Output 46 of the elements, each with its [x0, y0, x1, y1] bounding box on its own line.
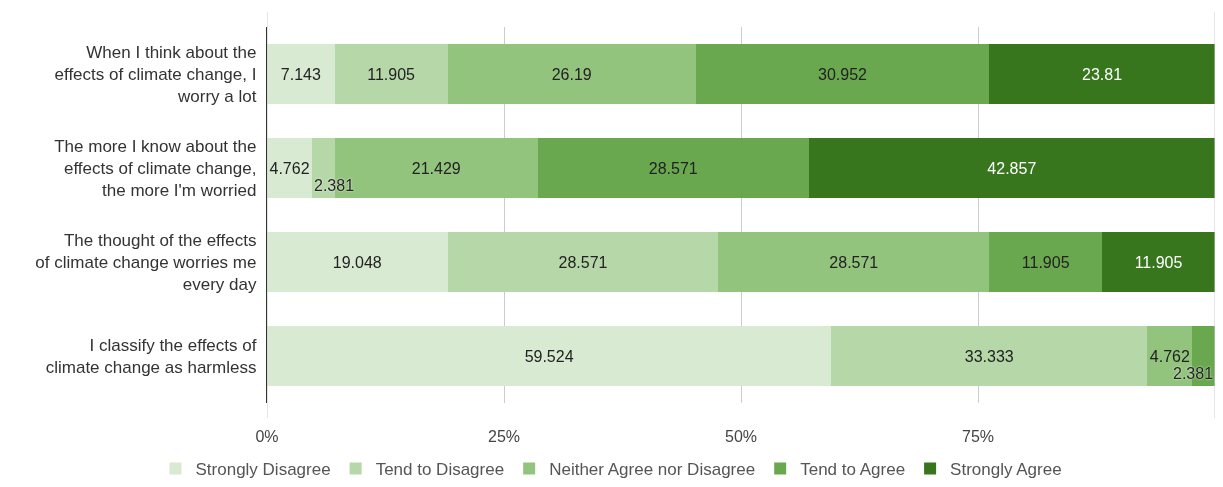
bar: [267, 325, 832, 387]
x-tick-label: 75%: [961, 428, 995, 445]
y-tick-label: The more I know about the effects of climate change, the more I'm worried: [54, 136, 257, 201]
data-label: 2.381: [314, 177, 355, 194]
bar: [831, 325, 1148, 387]
x-tick-label: 50%: [724, 428, 758, 445]
data-label: 4.762: [269, 159, 310, 177]
bar: [267, 231, 448, 293]
data-label: 28.571: [558, 253, 608, 271]
bar: [267, 43, 335, 105]
data-label: 2.381: [1173, 365, 1214, 382]
data-label: 19.048: [332, 253, 382, 271]
bar: [537, 137, 809, 199]
data-label: 26.19: [551, 65, 592, 83]
bar: [695, 43, 990, 105]
legend-label: Strongly Agree: [950, 460, 1062, 480]
x-tick-label: 0%: [255, 428, 279, 445]
bar: [808, 137, 1215, 199]
legend-label: Tend to Agree: [800, 460, 906, 480]
data-label: 59.524: [524, 347, 574, 365]
bar: [447, 43, 696, 105]
bar: [1102, 231, 1215, 293]
data-label: 33.333: [964, 347, 1014, 365]
y-tick-label: I classify the effects of climate change as harmless: [45, 335, 257, 377]
bar: [989, 43, 1215, 105]
y-tick-label: The thought of the effects of climate change worries me every day: [35, 230, 257, 295]
x-tick-label: 25%: [487, 428, 521, 445]
data-label: 11.905: [367, 65, 416, 83]
legend-label: Neither Agree nor Disagree: [549, 460, 756, 480]
bar: [989, 231, 1103, 293]
data-label: 4.762: [1149, 347, 1190, 365]
bar: [718, 231, 990, 293]
data-label: 42.857: [987, 159, 1037, 177]
legend-label: Strongly Disagree: [195, 460, 331, 480]
legend-label: Tend to Disagree: [375, 460, 505, 480]
bar: [334, 43, 448, 105]
data-label: 28.571: [829, 253, 879, 271]
data-label: 7.143: [280, 65, 321, 83]
data-label: 23.81: [1082, 65, 1123, 83]
data-label: 21.429: [411, 159, 461, 177]
data-label: 11.905: [1021, 253, 1070, 271]
bar: [447, 231, 719, 293]
data-label: 28.571: [648, 159, 698, 177]
data-label: 30.952: [818, 65, 868, 83]
y-tick-label: When I think about the effects of climate change, I worry a lot: [54, 42, 257, 107]
data-label: 11.905: [1134, 253, 1183, 271]
